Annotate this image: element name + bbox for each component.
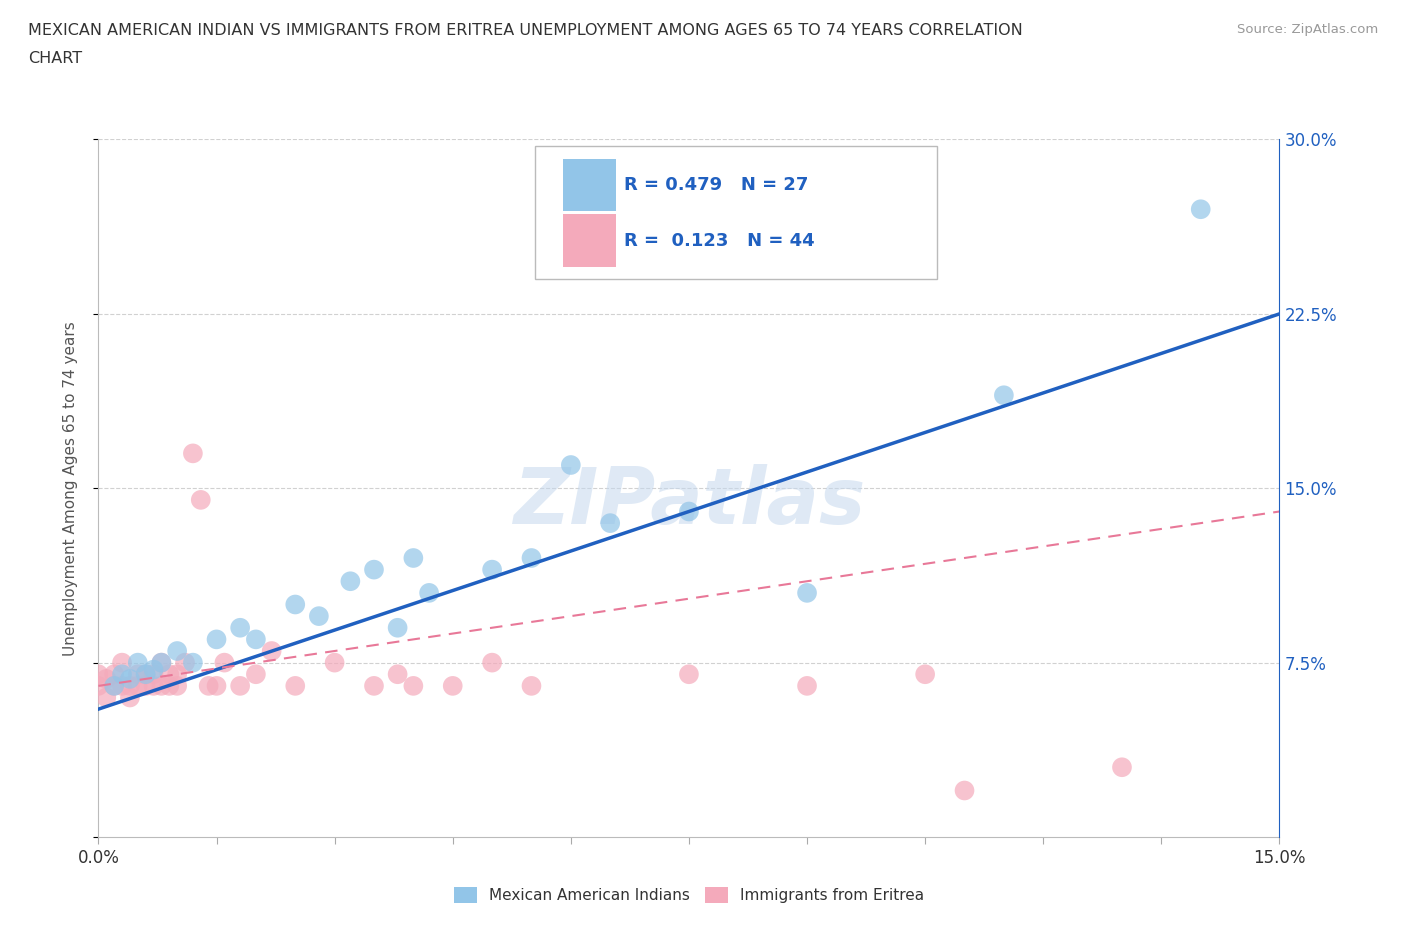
Point xyxy=(166,644,188,658)
Point xyxy=(205,679,228,694)
Point xyxy=(205,632,228,647)
Point xyxy=(993,388,1015,403)
Point xyxy=(166,679,188,694)
Text: R =  0.123   N = 44: R = 0.123 N = 44 xyxy=(624,232,814,249)
Point xyxy=(111,656,134,671)
Point xyxy=(678,667,700,682)
Point xyxy=(441,679,464,694)
Point xyxy=(127,656,149,671)
Point xyxy=(245,632,267,647)
Legend: Mexican American Indians, Immigrants from Eritrea: Mexican American Indians, Immigrants fro… xyxy=(447,882,931,910)
Point xyxy=(118,671,141,686)
Text: MEXICAN AMERICAN INDIAN VS IMMIGRANTS FROM ERITREA UNEMPLOYMENT AMONG AGES 65 TO: MEXICAN AMERICAN INDIAN VS IMMIGRANTS FR… xyxy=(28,23,1024,38)
Point xyxy=(953,783,976,798)
Point xyxy=(1111,760,1133,775)
FancyBboxPatch shape xyxy=(536,147,936,279)
Point xyxy=(323,656,346,671)
Text: Source: ZipAtlas.com: Source: ZipAtlas.com xyxy=(1237,23,1378,36)
Point xyxy=(157,667,180,682)
Point xyxy=(520,551,543,565)
Point xyxy=(560,458,582,472)
Point xyxy=(308,609,330,624)
Point xyxy=(363,562,385,577)
Point xyxy=(197,679,219,694)
Point xyxy=(111,667,134,682)
Point xyxy=(96,690,118,705)
Point xyxy=(103,667,125,682)
Text: R = 0.479   N = 27: R = 0.479 N = 27 xyxy=(624,176,808,193)
Point xyxy=(481,562,503,577)
Point xyxy=(135,679,157,694)
Point xyxy=(150,656,173,671)
Point xyxy=(214,656,236,671)
Point xyxy=(127,667,149,682)
Point xyxy=(402,679,425,694)
Point xyxy=(150,656,173,671)
Point xyxy=(103,679,125,694)
Point xyxy=(150,679,173,694)
Point xyxy=(87,667,110,682)
FancyBboxPatch shape xyxy=(562,159,616,211)
Point xyxy=(284,679,307,694)
Point xyxy=(190,493,212,508)
Point xyxy=(111,679,134,694)
Point xyxy=(914,667,936,682)
Point xyxy=(135,667,157,682)
Point xyxy=(135,667,157,682)
Point xyxy=(181,656,204,671)
Point xyxy=(87,679,110,694)
Point xyxy=(402,551,425,565)
Point xyxy=(118,690,141,705)
Point xyxy=(599,515,621,530)
Text: CHART: CHART xyxy=(28,51,82,66)
Point xyxy=(118,679,141,694)
Point xyxy=(418,586,440,601)
Point xyxy=(142,662,165,677)
Point xyxy=(96,671,118,686)
Point xyxy=(103,679,125,694)
Point xyxy=(796,586,818,601)
Point xyxy=(181,445,204,460)
Point xyxy=(142,667,165,682)
Point xyxy=(260,644,283,658)
Point xyxy=(166,667,188,682)
Point xyxy=(229,620,252,635)
Point xyxy=(678,504,700,519)
Point xyxy=(481,656,503,671)
Y-axis label: Unemployment Among Ages 65 to 74 years: Unemployment Among Ages 65 to 74 years xyxy=(63,321,77,656)
FancyBboxPatch shape xyxy=(562,215,616,267)
Point xyxy=(387,620,409,635)
Point xyxy=(363,679,385,694)
Point xyxy=(157,679,180,694)
Point xyxy=(174,656,197,671)
Point xyxy=(520,679,543,694)
Point xyxy=(142,679,165,694)
Point xyxy=(1189,202,1212,217)
Point xyxy=(245,667,267,682)
Point xyxy=(127,679,149,694)
Point xyxy=(229,679,252,694)
Point xyxy=(387,667,409,682)
Point xyxy=(796,679,818,694)
Point xyxy=(284,597,307,612)
Text: ZIPatlas: ZIPatlas xyxy=(513,464,865,540)
Point xyxy=(339,574,361,589)
